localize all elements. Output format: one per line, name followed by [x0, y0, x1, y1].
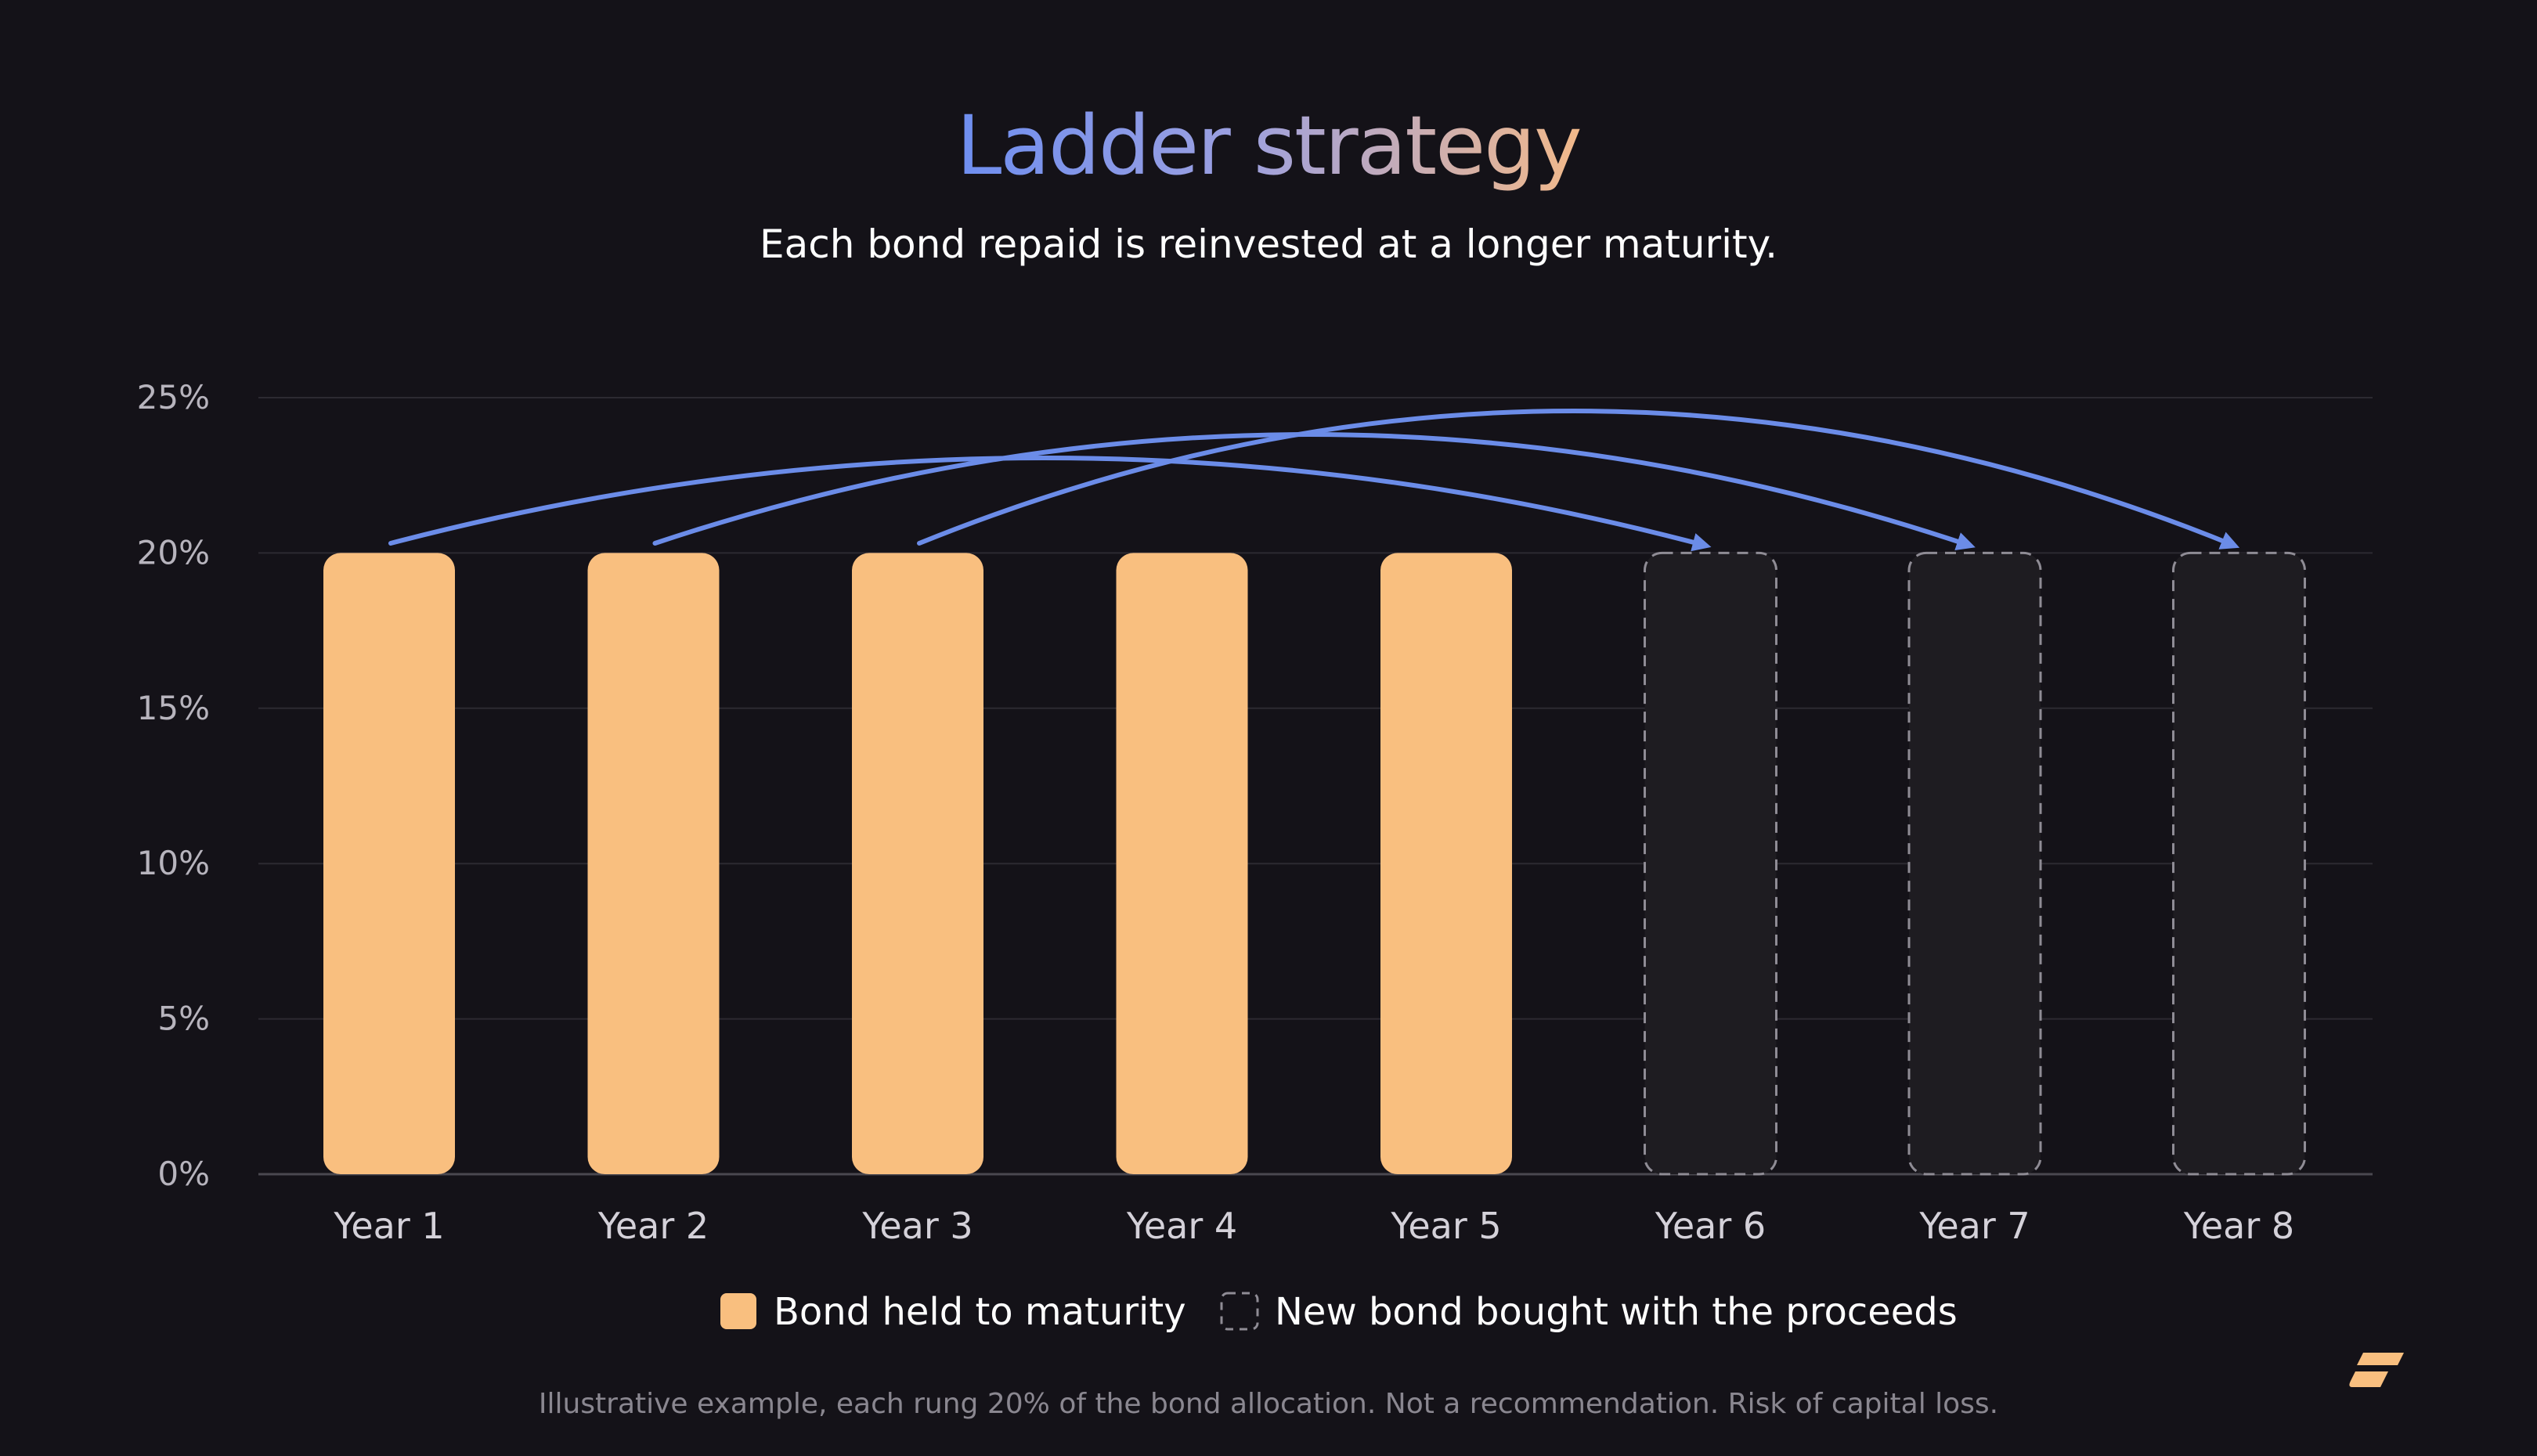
legend-held-swatch: [720, 1293, 756, 1329]
x-tick-label: Year 6: [1655, 1205, 1766, 1247]
footnote: Illustrative example, each rung 20% of t…: [539, 1388, 1998, 1420]
bar-held: [587, 553, 720, 1174]
x-tick-label: Year 7: [1918, 1205, 2030, 1247]
x-tick-label: Year 1: [333, 1205, 444, 1247]
bar-held: [852, 553, 983, 1174]
x-tick-label: Year 8: [2183, 1205, 2294, 1247]
bar-new: [1644, 551, 1777, 1176]
y-tick-label: 5%: [157, 1000, 210, 1038]
bar-new: [2172, 551, 2306, 1176]
legend-held-label: Bond held to maturity: [774, 1290, 1186, 1334]
reinvestment-arrow: [652, 432, 1976, 551]
chart-subtitle: Each bond repaid is reinvested at a long…: [760, 222, 1777, 267]
legend: Bond held to maturity New bond bought wi…: [720, 1290, 1958, 1334]
chart-title: Ladder strategy: [956, 98, 1580, 193]
bar-held: [1116, 553, 1248, 1174]
x-tick-label: Year 3: [861, 1205, 973, 1247]
brand-logo-icon: [2349, 1353, 2404, 1387]
x-tick-label: Year 5: [1390, 1205, 1501, 1247]
legend-new-label: New bond bought with the proceeds: [1275, 1290, 1958, 1334]
y-tick-label: 15%: [137, 689, 210, 727]
y-axis-ticks: 0% 5% 10% 15% 20% 25%: [137, 378, 210, 1193]
bar-held: [323, 553, 455, 1174]
reinvestment-arrow: [388, 456, 1712, 552]
x-axis-labels: Year 1 Year 2 Year 3 Year 4 Year 5 Year 6 Year…: [333, 1205, 2294, 1247]
bars: [323, 551, 2306, 1176]
bar-held: [1380, 553, 1512, 1174]
y-tick-label: 25%: [137, 378, 210, 416]
x-tick-label: Year 2: [597, 1205, 709, 1247]
legend-new-swatch: [1220, 1292, 1259, 1331]
reinvestment-arrows: [388, 409, 2240, 552]
reinvestment-arrow: [917, 409, 2240, 550]
y-tick-label: 10%: [137, 844, 210, 882]
y-tick-label: 20%: [137, 533, 210, 571]
bar-new: [1907, 551, 2042, 1176]
y-tick-label: 0%: [157, 1155, 210, 1193]
x-tick-label: Year 4: [1126, 1205, 1237, 1247]
